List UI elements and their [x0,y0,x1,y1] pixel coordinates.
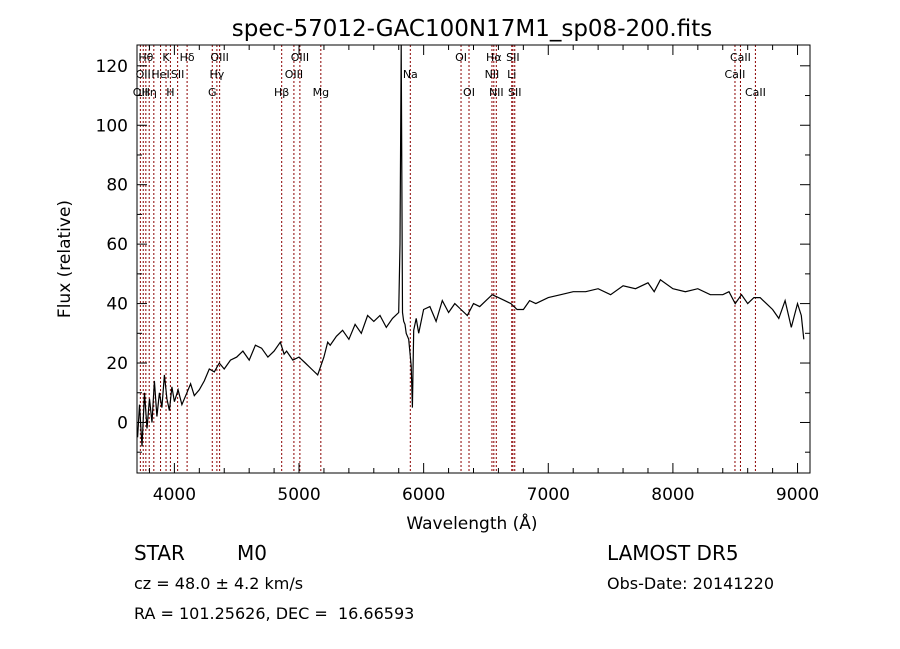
x-tick-label-8000: 8000 [651,485,694,505]
y-tick-label-40: 40 [106,295,128,315]
line-label-6707: Li [507,68,516,81]
line-label-6300: OI [455,51,467,64]
observation-date: Obs-Date: 20141220 [607,574,775,593]
line-label-4102: Hδ [180,51,195,64]
survey-name: LAMOST DR5 [607,541,739,565]
line-label-5007: OIII [291,51,309,64]
x-tick-label-9000: 9000 [776,485,819,505]
y-axis-label: Flux (relative) [55,200,75,318]
line-label-8498: CaII [725,68,746,81]
y-tick-label-100: 100 [96,116,128,136]
x-axis-label: Wavelength (Å) [406,512,537,534]
line-label-6731: SII [508,86,521,99]
redshift-readout: cz = 48.0 ± 4.2 km/s [134,574,304,593]
line-label-6716: SII [506,51,519,64]
line-label-3771: Hθ [138,51,153,64]
line-label-3889: HeI [151,68,169,81]
y-tick-label-80: 80 [106,176,128,196]
plot-frame [136,44,811,474]
line-label-4959: OIII [285,68,303,81]
y-tick-label-60: 60 [106,235,128,255]
y-tick-label-0: 0 [117,413,128,433]
line-label-6563: Hα [486,51,502,64]
line-label-8542: CaII [730,51,751,64]
line-label-6583: NII [489,86,504,99]
x-tick-label-7000: 7000 [527,485,570,505]
line-label-4341: Hγ [209,68,224,81]
line-label-3933: K [162,51,170,64]
line-label-5175: Mg [313,86,329,99]
emission-line-labels: OIIOIIHθHηHeIKHSIIHδGHγOIIIHβOIIIOIIIMgN… [133,51,766,99]
chart-title: spec-57012-GAC100N17M1_sp08-200.fits [232,16,712,42]
line-label-6548: NII [485,68,500,81]
line-label-4304: G [208,86,217,99]
x-tick-label-6000: 6000 [402,485,445,505]
x-axis-ticks: 4000 5000 6000 7000 8000 9000 [148,45,819,505]
line-label-6364: OI [463,86,475,99]
y-tick-label-120: 120 [96,57,128,77]
x-tick-label-4000: 4000 [153,485,196,505]
line-label-4026: SII [171,68,184,81]
coordinates-readout: RA = 101.25626, DEC = 16.66593 [134,604,415,623]
line-label-3968: H [166,86,174,99]
y-tick-label-20: 20 [106,354,128,374]
line-label-5893: Na [403,68,418,81]
y-axis-ticks: 0 20 40 60 80 100 120 [96,57,810,453]
emission-line-markers [139,45,756,473]
line-label-8662: CaII [745,86,766,99]
line-label-4861: Hβ [274,86,289,99]
line-label-4363: OIII [210,51,228,64]
line-label-3750: OII [136,68,151,81]
line-label-3798: Hη [142,86,157,99]
spectrum-line [137,44,805,447]
object-class: STAR [134,541,185,565]
object-subclass: M0 [237,541,267,565]
x-tick-label-5000: 5000 [277,485,320,505]
